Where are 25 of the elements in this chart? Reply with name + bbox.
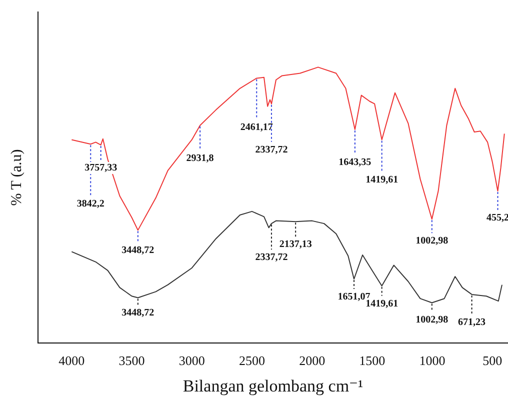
annotation: 1419,61 (366, 298, 398, 310)
x-axis-title: Bilangan gelombang cm⁻¹ (182, 376, 364, 396)
annotation: 2137,13 (279, 239, 312, 250)
annotation: 2461,17 (240, 122, 273, 133)
y-axis-title: % T (a.u) (8, 149, 25, 206)
x-tick-label: 2000 (299, 353, 326, 368)
annotation: 2337,72 (255, 252, 288, 264)
annotation: 3757,33 (84, 162, 118, 174)
annotation: 1643,35 (338, 157, 372, 168)
x-tick-label: 500 (482, 353, 502, 368)
x-tick-label: 1500 (359, 353, 386, 368)
x-tick-label: 3500 (118, 353, 145, 368)
x-tick-label: 1000 (419, 353, 446, 368)
annotation: 671,23 (458, 317, 486, 328)
annotation: 1002,98 (416, 236, 448, 247)
annotation: 2931,8 (186, 152, 214, 164)
annotation: 3448,72 (122, 307, 154, 318)
annotation: 1002,98 (416, 314, 448, 326)
annotation: 2337,72 (255, 144, 288, 156)
annotation: 3448,72 (122, 244, 154, 256)
annotation: 3842,2 (76, 198, 104, 210)
x-tick-label: 2500 (238, 353, 265, 368)
x-tick-label: 3000 (178, 353, 205, 368)
annotation: 1419,61 (366, 174, 398, 186)
x-tick-label: 4000 (58, 353, 85, 368)
